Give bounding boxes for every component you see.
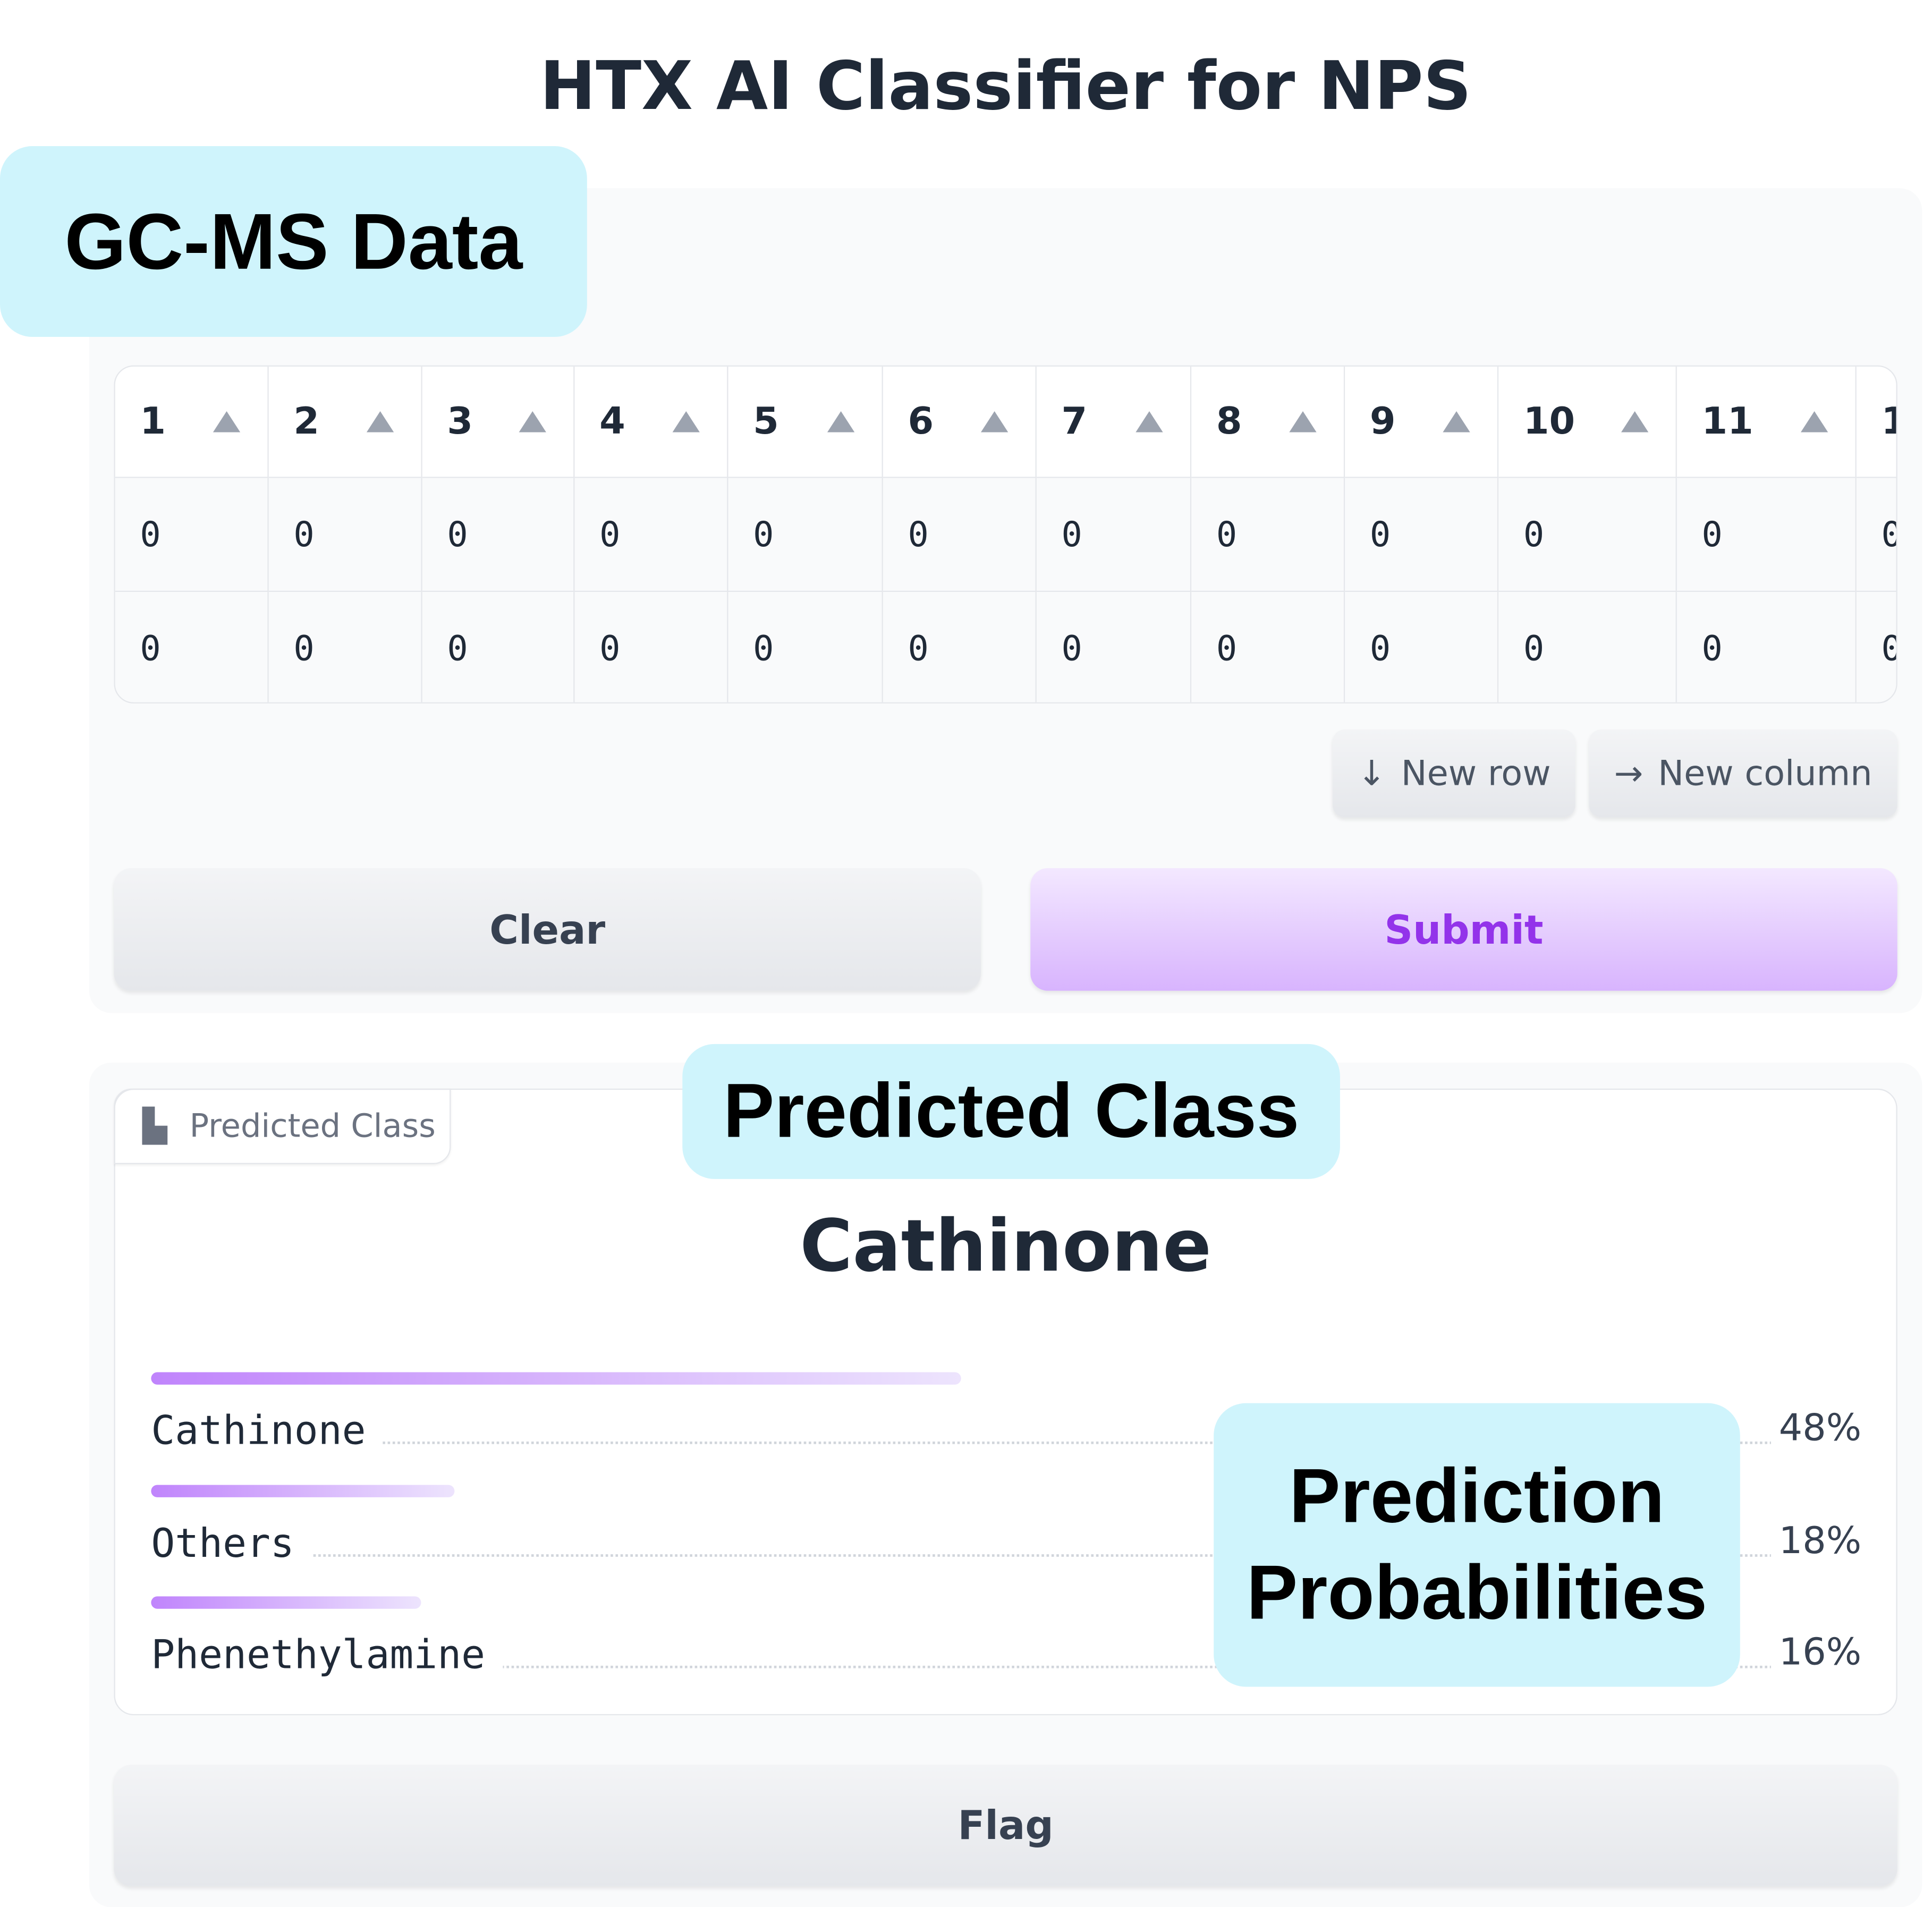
- submit-button[interactable]: Submit: [1030, 868, 1897, 991]
- table-cell: 0: [1191, 478, 1345, 592]
- column-header: 10: [1498, 366, 1677, 478]
- column-header: 6: [883, 366, 1037, 478]
- leader-line: [151, 1665, 1860, 1668]
- table-cell: 0: [728, 478, 883, 592]
- table-cell: 0: [1856, 592, 1896, 702]
- table-cell: 0: [1036, 478, 1192, 592]
- table-cell: 0: [574, 592, 728, 702]
- table-cell: 0: [883, 592, 1037, 702]
- sort-icon: [1443, 411, 1470, 433]
- table-cell: 0: [268, 592, 422, 702]
- column-header: 9: [1345, 366, 1499, 478]
- app-title: HTX AI Classifier for NPS: [539, 47, 1472, 125]
- column-header: 1: [115, 366, 269, 478]
- class-label: Cathinone: [151, 1406, 384, 1454]
- header-text: 6: [908, 400, 934, 444]
- table-cell: 0: [422, 592, 575, 702]
- sort-icon: [366, 411, 394, 433]
- sort-icon: [519, 411, 546, 433]
- table-cell: 0: [1676, 478, 1857, 592]
- header-text: 3: [447, 400, 473, 444]
- header-text: 8: [1216, 400, 1242, 444]
- sort-icon: [1289, 411, 1317, 433]
- column-header: 3: [422, 366, 575, 478]
- probability-label: 16%: [1771, 1631, 1862, 1675]
- new-column-button[interactable]: → New column: [1589, 729, 1897, 818]
- column-header: 11: [1676, 366, 1857, 478]
- arrow-icon: →: [1614, 753, 1643, 794]
- callout: GC-MS Data: [0, 146, 587, 337]
- new-row-button[interactable]: ↓ New row: [1332, 729, 1575, 818]
- sort-icon: [213, 411, 241, 433]
- table-cell: 0: [1036, 592, 1192, 702]
- table-cell: 0: [1676, 592, 1857, 702]
- sort-icon: [1800, 411, 1828, 433]
- table-cell: 0: [574, 478, 728, 592]
- header-text: 10: [1523, 400, 1575, 444]
- header-text: 5: [753, 400, 779, 444]
- table-cell: 0: [1856, 478, 1896, 592]
- leader-line: [151, 1554, 1860, 1557]
- sort-icon: [980, 411, 1009, 433]
- sort-icon: [827, 411, 855, 433]
- probability-bar: [151, 1372, 961, 1385]
- button-label: New column: [1658, 753, 1872, 794]
- table-cell: 0: [1498, 478, 1677, 592]
- predicted-class: Cathinone: [800, 1203, 1211, 1289]
- sort-icon: [1136, 411, 1163, 433]
- header-text: 7: [1061, 400, 1088, 444]
- header-text: 4: [599, 400, 625, 444]
- header-text: 1: [1881, 400, 1896, 444]
- sort-icon: [672, 411, 700, 433]
- table-cell: 0: [115, 478, 269, 592]
- table-cell: 0: [422, 478, 575, 592]
- arrow-icon: ↓: [1357, 753, 1386, 794]
- class-label: Others: [151, 1519, 312, 1567]
- table-cell: 0: [1345, 592, 1499, 702]
- header-text: 9: [1369, 400, 1396, 444]
- probability-bar: [151, 1596, 421, 1609]
- class-label: Phenethylamine: [151, 1631, 503, 1679]
- table-cell: 0: [115, 592, 269, 702]
- column-header: 8: [1191, 366, 1345, 478]
- table-cell: 0: [1498, 592, 1677, 702]
- column-header: 2: [268, 366, 422, 478]
- probability-label: 48%: [1771, 1406, 1862, 1451]
- header-text: 11: [1701, 400, 1753, 444]
- label-icon: ▙: [142, 1107, 167, 1145]
- button-label: New row: [1401, 753, 1551, 794]
- table-cell: 0: [268, 478, 422, 592]
- callout: Predicted Class: [682, 1044, 1340, 1179]
- column-header: 5: [728, 366, 883, 478]
- probability-bar: [151, 1485, 455, 1497]
- callout: Prediction Probabilities: [1214, 1403, 1740, 1687]
- clear-button[interactable]: Clear: [114, 868, 981, 991]
- probability-label: 18%: [1771, 1519, 1862, 1563]
- column-header: 7: [1036, 366, 1192, 478]
- column-header: 1: [1856, 366, 1896, 478]
- leader-line: [151, 1442, 1860, 1444]
- table-cell: 0: [883, 478, 1037, 592]
- data-table: 10020030040050060070080090010001100100: [114, 365, 1897, 704]
- header-text: 1: [140, 400, 166, 444]
- output-label: ▙ Predicted Class: [114, 1088, 451, 1164]
- table-cell: 0: [1345, 478, 1499, 592]
- column-header: 4: [574, 366, 728, 478]
- table-cell: 0: [1191, 592, 1345, 702]
- table-cell: 0: [728, 592, 883, 702]
- sort-icon: [1621, 411, 1649, 433]
- label-text: Predicted Class: [189, 1107, 436, 1145]
- header-text: 2: [293, 400, 320, 444]
- flag-button[interactable]: Flag: [114, 1765, 1897, 1886]
